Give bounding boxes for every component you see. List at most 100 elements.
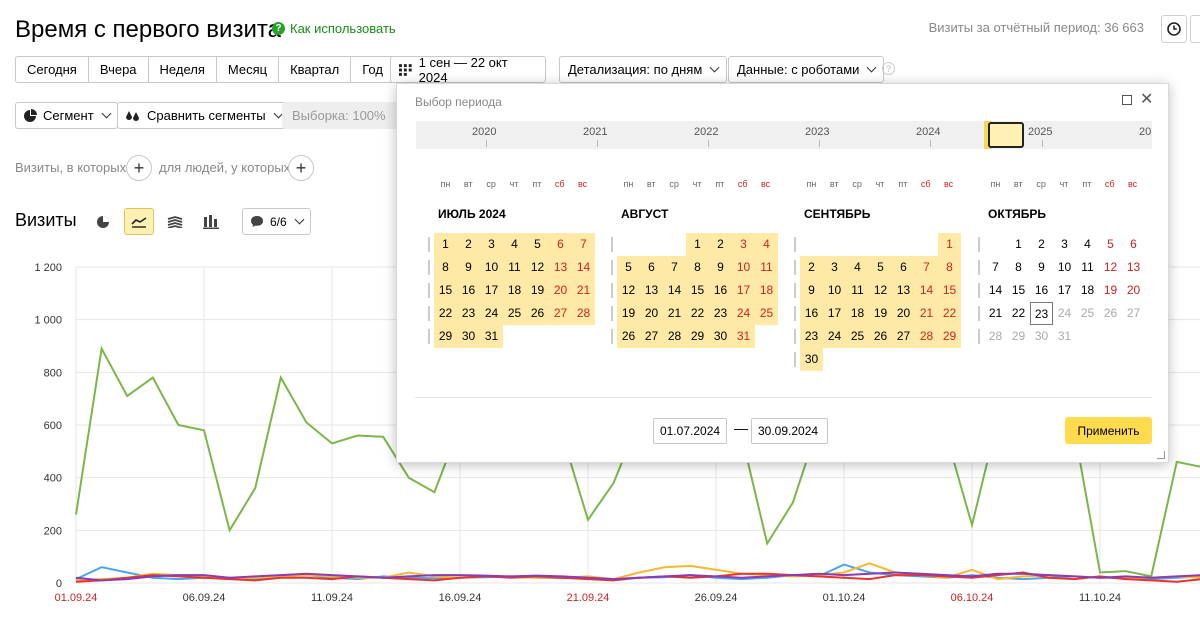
month-name[interactable]: АВГУСТ (621, 207, 669, 221)
week-select-bar[interactable] (428, 329, 430, 344)
calendar-day[interactable]: 22 (938, 302, 961, 325)
calendar-day[interactable]: 24 (480, 302, 503, 325)
calendar-day[interactable]: 18 (1080, 283, 1095, 297)
timeline-year[interactable]: 2020 (472, 126, 497, 138)
calendar-day[interactable]: 18 (755, 279, 778, 302)
calendar-day[interactable]: 10 (823, 279, 846, 302)
history-button[interactable] (1161, 15, 1187, 43)
timeline-year[interactable]: 2021 (583, 126, 608, 138)
more-button[interactable] (1190, 15, 1200, 43)
calendar-day[interactable]: 21 (663, 302, 686, 325)
calendar-day[interactable]: 8 (1015, 260, 1022, 274)
week-select-bar[interactable] (428, 283, 430, 298)
calendar-day[interactable]: 26 (526, 302, 549, 325)
calendar-day[interactable]: 21 (988, 306, 1003, 320)
calendar-day[interactable]: 31 (732, 325, 755, 348)
add-people-filter-button[interactable]: + (288, 155, 314, 181)
calendar-day[interactable]: 15 (434, 279, 457, 302)
period-today[interactable]: Сегодня (15, 56, 89, 83)
calendar-day[interactable]: 11 (503, 256, 526, 279)
calendar-day[interactable]: 27 (640, 325, 663, 348)
date-to-input[interactable]: 30.09.2024 (751, 418, 828, 444)
calendar-day[interactable]: 13 (892, 279, 915, 302)
calendar-day[interactable]: 8 (434, 256, 457, 279)
calendar-day[interactable]: 29 (686, 325, 709, 348)
calendar-day[interactable]: 19 (1103, 283, 1118, 297)
segment-button[interactable]: Сегмент (15, 102, 118, 129)
area-chart-mode-button[interactable] (160, 208, 190, 235)
calendar-day[interactable]: 20 (1126, 283, 1141, 297)
calendar-day[interactable]: 13 (640, 279, 663, 302)
period-yesterday[interactable]: Вчера (87, 56, 149, 83)
week-select-bar[interactable] (794, 260, 796, 275)
pie-chart-mode-button[interactable] (88, 208, 118, 235)
calendar-day[interactable]: 30 (800, 348, 823, 371)
calendar-day[interactable]: 5 (617, 256, 640, 279)
calendar-day[interactable]: 14 (663, 279, 686, 302)
calendar-day[interactable]: 22 (434, 302, 457, 325)
calendar-day[interactable]: 1 (434, 233, 457, 256)
calendar-day[interactable]: 30 (457, 325, 480, 348)
period-year[interactable]: Год (350, 56, 395, 83)
date-range-button[interactable]: 1 сен — 22 окт 2024 (390, 55, 546, 85)
calendar-day[interactable]: 11 (846, 279, 869, 302)
apply-button[interactable]: Применить (1065, 417, 1152, 444)
calendar-day[interactable]: 7 (663, 256, 686, 279)
calendar-day[interactable]: 4 (846, 256, 869, 279)
calendar-day[interactable]: 2 (1038, 237, 1045, 251)
calendar-day[interactable]: 23 (709, 302, 732, 325)
calendar-day[interactable]: 16 (457, 279, 480, 302)
calendar-day[interactable]: 4 (503, 233, 526, 256)
timeline-year[interactable]: 2025 (1028, 126, 1053, 138)
line-chart-mode-button[interactable] (124, 208, 154, 235)
calendar-day[interactable]: 3 (823, 256, 846, 279)
week-select-bar[interactable] (611, 237, 613, 252)
calendar-day[interactable]: 13 (549, 256, 572, 279)
calendar-day[interactable]: 29 (434, 325, 457, 348)
timeline-year[interactable]: 20 (1139, 126, 1152, 138)
calendar-day[interactable]: 19 (869, 302, 892, 325)
calendar-day[interactable]: 28 (663, 325, 686, 348)
calendar-day[interactable]: 12 (526, 256, 549, 279)
week-select-bar[interactable] (611, 260, 613, 275)
week-select-bar[interactable] (978, 306, 980, 321)
calendar-day[interactable]: 12 (617, 279, 640, 302)
month-name[interactable]: ОКТЯБРЬ (988, 207, 1047, 221)
calendar-day[interactable]: 30 (709, 325, 732, 348)
calendar-day[interactable]: 11 (755, 256, 778, 279)
calendar-day[interactable]: 17 (732, 279, 755, 302)
calendar-day[interactable]: 22 (1011, 306, 1026, 320)
calendar-day[interactable]: 14 (915, 279, 938, 302)
calendar-day[interactable]: 27 (549, 302, 572, 325)
calendar-day[interactable]: 11 (1081, 260, 1094, 274)
close-icon[interactable]: ✕ (1140, 91, 1154, 108)
calendar-day[interactable]: 1 (938, 233, 961, 256)
data-mode-dropdown[interactable]: Данные: с роботами (728, 56, 885, 83)
calendar-day[interactable]: 6 (892, 256, 915, 279)
calendar-day[interactable]: 18 (503, 279, 526, 302)
calendar-day[interactable]: 15 (938, 279, 961, 302)
month-name[interactable]: СЕНТЯБРЬ (804, 207, 871, 221)
calendar-day[interactable]: 17 (823, 302, 846, 325)
calendar-day[interactable]: 10 (480, 256, 503, 279)
year-timeline[interactable]: 2020 2021 2022 2023 2024 2025 20 (416, 121, 1152, 149)
calendar-day[interactable]: 5 (1107, 237, 1114, 251)
calendar-day[interactable]: 18 (846, 302, 869, 325)
calendar-day[interactable]: 16 (1034, 283, 1049, 297)
calendar-day[interactable]: 3 (480, 233, 503, 256)
calendar-day[interactable]: 9 (800, 279, 823, 302)
calendar-day[interactable]: 24 (823, 325, 846, 348)
resize-handle[interactable] (1157, 451, 1165, 459)
week-select-bar[interactable] (611, 283, 613, 298)
month-name[interactable]: ИЮЛЬ 2024 (438, 207, 506, 221)
calendar-day[interactable]: 14 (572, 256, 595, 279)
calendar-day[interactable]: 6 (640, 256, 663, 279)
date-from-input[interactable]: 01.07.2024 (653, 418, 727, 444)
series-select-button[interactable]: 6/6 (242, 208, 311, 235)
calendar-day[interactable]: 26 (617, 325, 640, 348)
help-icon[interactable]: ? (882, 62, 895, 75)
week-select-bar[interactable] (428, 237, 430, 252)
calendar-day[interactable]: 8 (938, 256, 961, 279)
calendar-day[interactable]: 4 (755, 233, 778, 256)
week-select-bar[interactable] (794, 352, 796, 367)
